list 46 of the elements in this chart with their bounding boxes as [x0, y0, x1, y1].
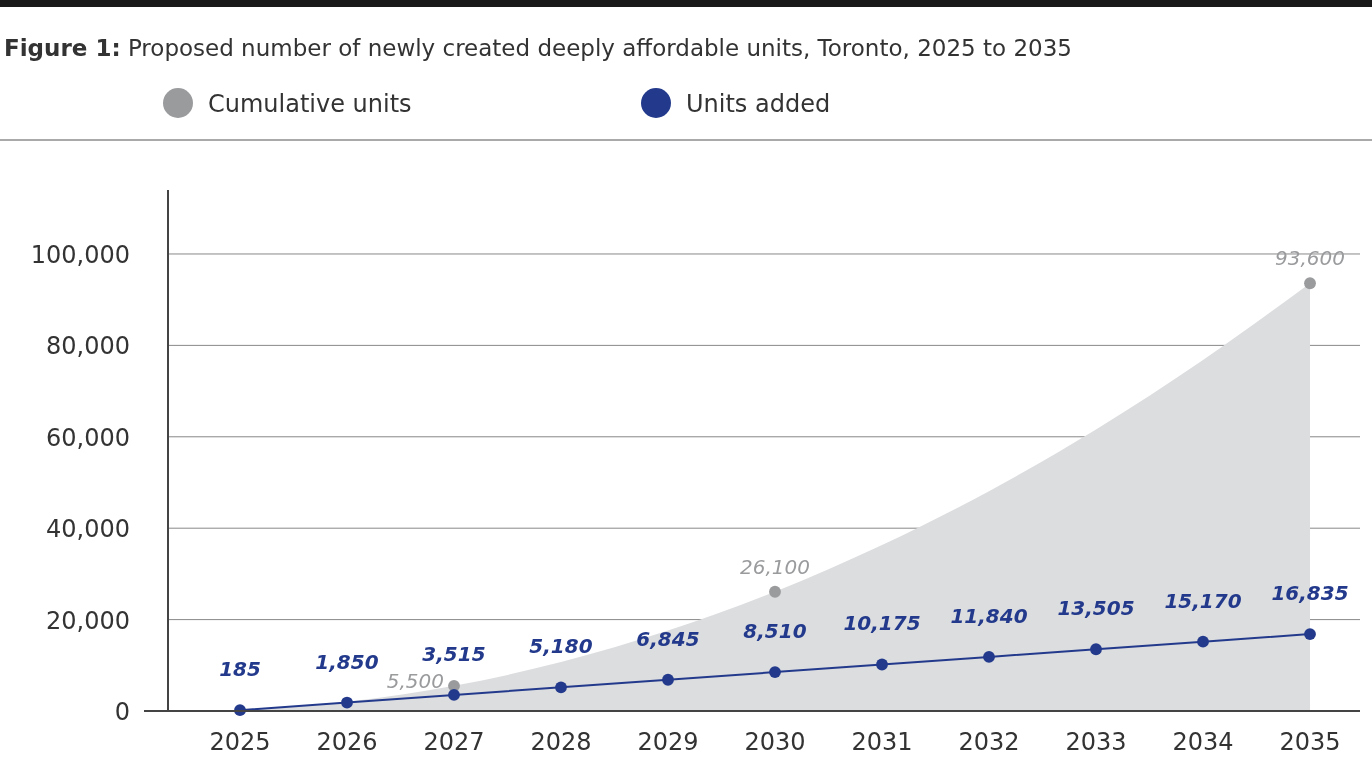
legend-label: Cumulative units [208, 90, 412, 118]
y-tick-label: 40,000 [46, 515, 130, 544]
data-label: 93,600 [1275, 246, 1345, 271]
x-tick-label: 2027 [423, 728, 485, 756]
point [1197, 635, 1209, 648]
data-label: 10,175 [843, 611, 921, 636]
data-label: 3,515 [422, 641, 486, 666]
data-label: 5,500 [386, 668, 444, 693]
point [662, 673, 674, 686]
point [769, 585, 781, 598]
y-tick-label: 100,000 [30, 240, 130, 269]
point [555, 681, 567, 694]
point [1090, 643, 1102, 656]
data-label: 1,850 [315, 649, 379, 674]
x-tick-label: 2035 [1279, 728, 1341, 756]
x-tick-label: 2026 [316, 728, 378, 756]
point [983, 650, 995, 663]
x-tick-label: 2033 [1065, 728, 1127, 756]
data-label: 5,180 [529, 634, 593, 659]
data-label: 8,510 [743, 619, 807, 644]
point [448, 689, 460, 701]
y-tick-label: 80,000 [46, 332, 130, 361]
data-label: 185 [219, 657, 261, 682]
point [341, 696, 353, 709]
data-label: 26,100 [740, 554, 810, 579]
data-label: 6,845 [636, 626, 700, 651]
point [876, 658, 888, 671]
data-label: 11,840 [950, 603, 1028, 628]
y-tick-label: 20,000 [46, 606, 130, 635]
point [1304, 277, 1316, 290]
y-tick-label: 60,000 [46, 423, 130, 452]
point [769, 666, 781, 679]
chart-title: Figure 1: Proposed number of newly created deeply affordable units, Toronto, 2025 to 2035 [4, 35, 1072, 61]
data-label: 15,170 [1164, 588, 1242, 613]
x-tick-label: 2030 [744, 728, 806, 756]
x-tick-label: 2025 [209, 728, 271, 756]
x-tick-label: 2031 [851, 728, 913, 756]
x-tick-label: 2032 [958, 728, 1020, 756]
y-tick-label: 0 [114, 698, 130, 726]
legend-label: Units added [686, 90, 831, 118]
data-label: 16,835 [1271, 581, 1349, 606]
data-label: 13,505 [1057, 596, 1135, 621]
x-tick-label: 2034 [1172, 728, 1234, 756]
point [1304, 628, 1316, 640]
x-tick-label: 2029 [637, 728, 699, 756]
x-tick-label: 2028 [530, 728, 592, 756]
